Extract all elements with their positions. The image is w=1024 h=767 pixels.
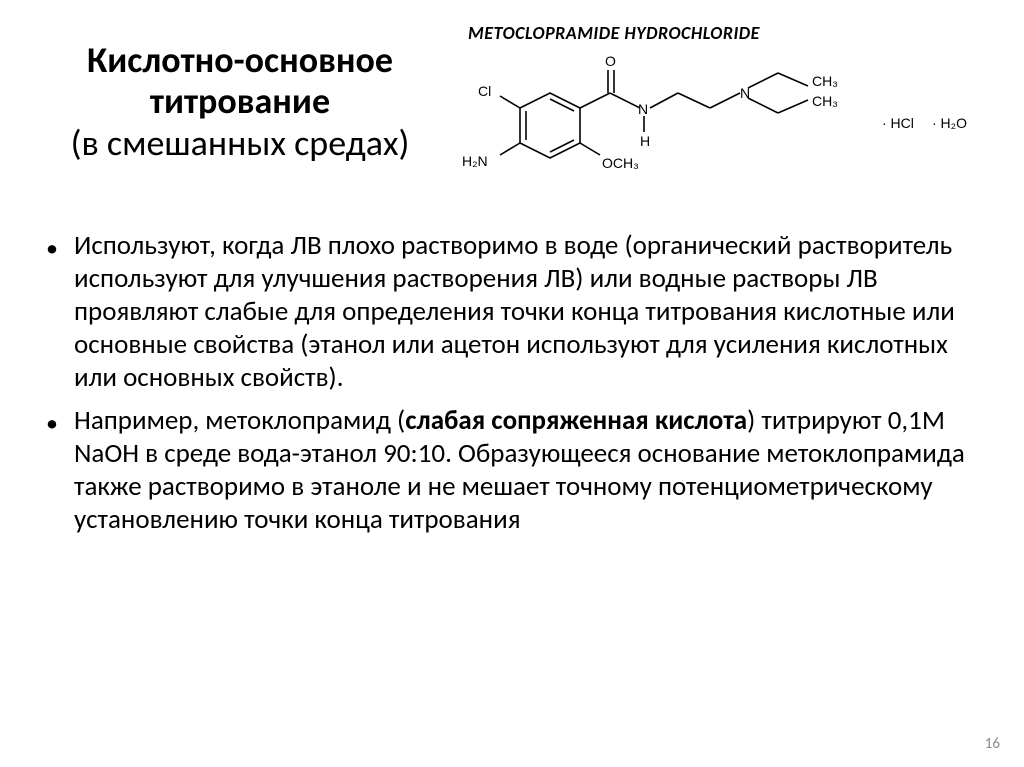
bullet2-bold: слабая сопряженная кислота xyxy=(405,404,747,437)
atom-h-amide: H xyxy=(640,133,650,149)
atom-cl: Cl xyxy=(478,83,491,99)
hydrate-h2o: · H₂O xyxy=(932,115,967,131)
title-line2: титрование xyxy=(30,81,450,122)
atom-ch3-bot: CH₃ xyxy=(812,93,838,109)
title-line3: (в смешанных средах) xyxy=(30,123,450,164)
bullet-marker-icon: • xyxy=(46,230,74,395)
atom-n-amide: N xyxy=(638,101,648,117)
bullet-list: • Используют, когда ЛВ плохо растворимо … xyxy=(46,230,976,546)
bullet-marker-icon: • xyxy=(46,405,74,537)
counterion-hcl: · HCl xyxy=(882,115,914,131)
bullet-text: Например, метоклопрамид (слабая сопряжен… xyxy=(74,405,976,537)
atom-n-amine: N xyxy=(740,85,750,101)
title-line1: Кислотно-основное xyxy=(30,40,450,81)
chemical-structure: Cl H₂N OCH₃ O N H N CH₃ CH₃ · HCl · H₂O xyxy=(420,48,1000,208)
slide-title: Кислотно-основное титрование (в смешанны… xyxy=(30,40,450,164)
atom-h2n: H₂N xyxy=(462,153,488,169)
bullet-item: • Используют, когда ЛВ плохо растворимо … xyxy=(46,230,976,395)
atom-o: O xyxy=(605,53,616,69)
bullet-item: • Например, метоклопрамид (слабая сопряж… xyxy=(46,405,976,537)
bullet-text: Используют, когда ЛВ плохо растворимо в … xyxy=(74,230,976,395)
atom-och3: OCH₃ xyxy=(602,155,639,171)
molecule-name: METOCLOPRAMIDE HYDROCHLORIDE xyxy=(468,22,760,44)
atom-ch3-top: CH₃ xyxy=(812,73,838,89)
bullet2-pre: Например, метоклопрамид ( xyxy=(74,404,405,437)
page-number: 16 xyxy=(985,735,1000,753)
